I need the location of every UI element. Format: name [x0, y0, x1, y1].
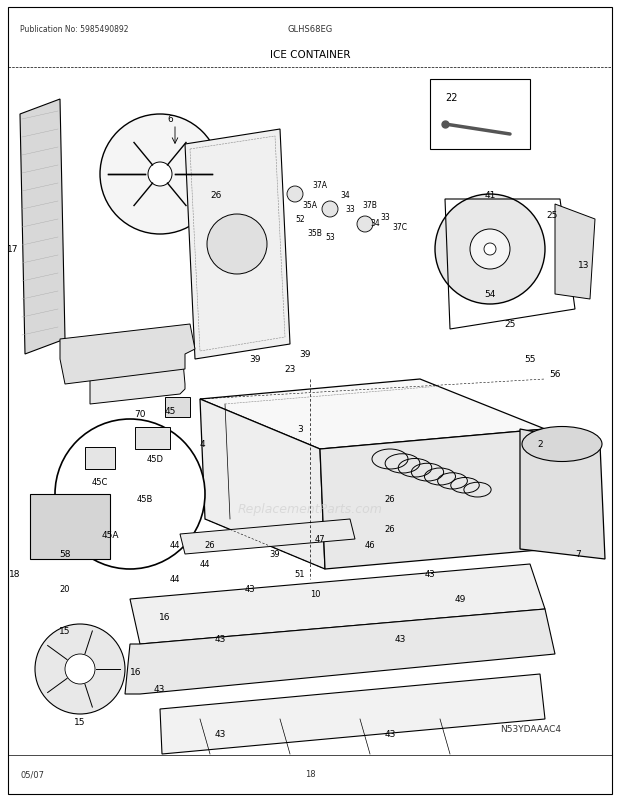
Circle shape [207, 215, 267, 274]
Text: 13: 13 [578, 260, 590, 269]
Text: 43: 43 [154, 685, 165, 694]
Circle shape [470, 229, 510, 269]
Text: 47: 47 [315, 535, 326, 544]
Text: 39: 39 [249, 355, 261, 364]
Circle shape [100, 115, 220, 235]
Circle shape [484, 244, 496, 256]
Text: 43: 43 [425, 569, 435, 579]
Text: 33: 33 [345, 205, 355, 214]
Text: 33: 33 [380, 213, 390, 221]
Text: 37C: 37C [392, 222, 407, 231]
Polygon shape [130, 565, 545, 644]
Polygon shape [20, 100, 65, 354]
Text: 26: 26 [205, 540, 215, 549]
Text: 44: 44 [170, 540, 180, 549]
Text: 18: 18 [9, 569, 20, 579]
Circle shape [65, 654, 95, 684]
Text: ICE CONTAINER: ICE CONTAINER [270, 50, 350, 60]
Text: 15: 15 [58, 626, 70, 636]
Text: 10: 10 [310, 589, 321, 599]
Text: 46: 46 [365, 540, 375, 549]
Text: 58: 58 [60, 550, 71, 559]
Circle shape [148, 163, 172, 187]
Text: 51: 51 [294, 569, 305, 579]
Text: ReplacementParts.com: ReplacementParts.com [237, 503, 383, 516]
Text: 05/07: 05/07 [20, 770, 44, 779]
Ellipse shape [522, 427, 602, 462]
Text: 16: 16 [159, 613, 170, 622]
Bar [85, 448, 115, 469]
Text: 26: 26 [384, 495, 396, 504]
Text: 34: 34 [370, 218, 380, 227]
Bar [135, 427, 170, 449]
Text: 16: 16 [130, 667, 141, 676]
Text: 15: 15 [74, 717, 86, 726]
Text: 39: 39 [299, 350, 311, 359]
Circle shape [287, 187, 303, 203]
Text: 23: 23 [285, 365, 296, 374]
Text: 25: 25 [504, 320, 516, 329]
Text: 45: 45 [164, 407, 175, 416]
Polygon shape [60, 325, 195, 384]
Text: 45B: 45B [137, 495, 153, 504]
Text: 26: 26 [210, 190, 221, 199]
Text: 55: 55 [525, 355, 536, 364]
Text: GLHS68EG: GLHS68EG [288, 26, 332, 34]
Text: 44: 44 [170, 575, 180, 584]
Polygon shape [180, 520, 355, 554]
Bar [165, 398, 190, 418]
Text: 43: 43 [215, 730, 226, 739]
Text: 35B: 35B [308, 229, 322, 237]
Bar [30, 494, 110, 559]
Text: 54: 54 [484, 290, 495, 299]
Text: 37A: 37A [312, 180, 327, 189]
Polygon shape [200, 399, 325, 569]
Circle shape [322, 202, 338, 217]
Polygon shape [200, 379, 545, 449]
Text: 4: 4 [200, 440, 205, 449]
Text: 45C: 45C [92, 478, 108, 487]
Text: 53: 53 [325, 233, 335, 241]
Text: 45D: 45D [146, 455, 164, 464]
Text: 35A: 35A [303, 200, 317, 209]
Polygon shape [520, 429, 605, 559]
Polygon shape [185, 130, 290, 359]
Text: 37B: 37B [363, 200, 378, 209]
Text: 3: 3 [297, 425, 303, 434]
Text: 22: 22 [445, 93, 458, 103]
Text: 56: 56 [549, 370, 560, 379]
Text: 49: 49 [454, 595, 466, 604]
Polygon shape [160, 674, 545, 754]
Text: 44: 44 [200, 560, 210, 569]
Text: 34: 34 [340, 190, 350, 199]
Text: 26: 26 [384, 525, 396, 534]
Text: 39: 39 [270, 550, 280, 559]
Polygon shape [90, 330, 185, 404]
Text: 43: 43 [384, 730, 396, 739]
Text: Publication No: 5985490892: Publication No: 5985490892 [20, 26, 128, 34]
Text: 20: 20 [60, 585, 70, 593]
Text: 17: 17 [6, 245, 18, 254]
Text: 45A: 45A [101, 530, 119, 539]
Circle shape [357, 217, 373, 233]
Text: 6: 6 [167, 115, 173, 124]
Text: 43: 43 [245, 585, 255, 593]
Text: 52: 52 [295, 215, 305, 225]
Text: 41: 41 [484, 190, 495, 199]
Text: 2: 2 [537, 440, 543, 449]
Text: 43: 43 [394, 634, 405, 644]
Text: 18: 18 [304, 770, 316, 779]
Text: 25: 25 [546, 210, 557, 219]
Circle shape [55, 419, 205, 569]
Polygon shape [320, 429, 550, 569]
Text: 43: 43 [215, 634, 226, 644]
Text: 7: 7 [575, 550, 581, 559]
Text: N53YDAAAC4: N53YDAAAC4 [500, 724, 561, 734]
Text: 70: 70 [135, 410, 146, 419]
Polygon shape [555, 205, 595, 300]
Polygon shape [125, 610, 555, 695]
Circle shape [435, 195, 545, 305]
Circle shape [35, 624, 125, 714]
Bar [430, 80, 530, 150]
